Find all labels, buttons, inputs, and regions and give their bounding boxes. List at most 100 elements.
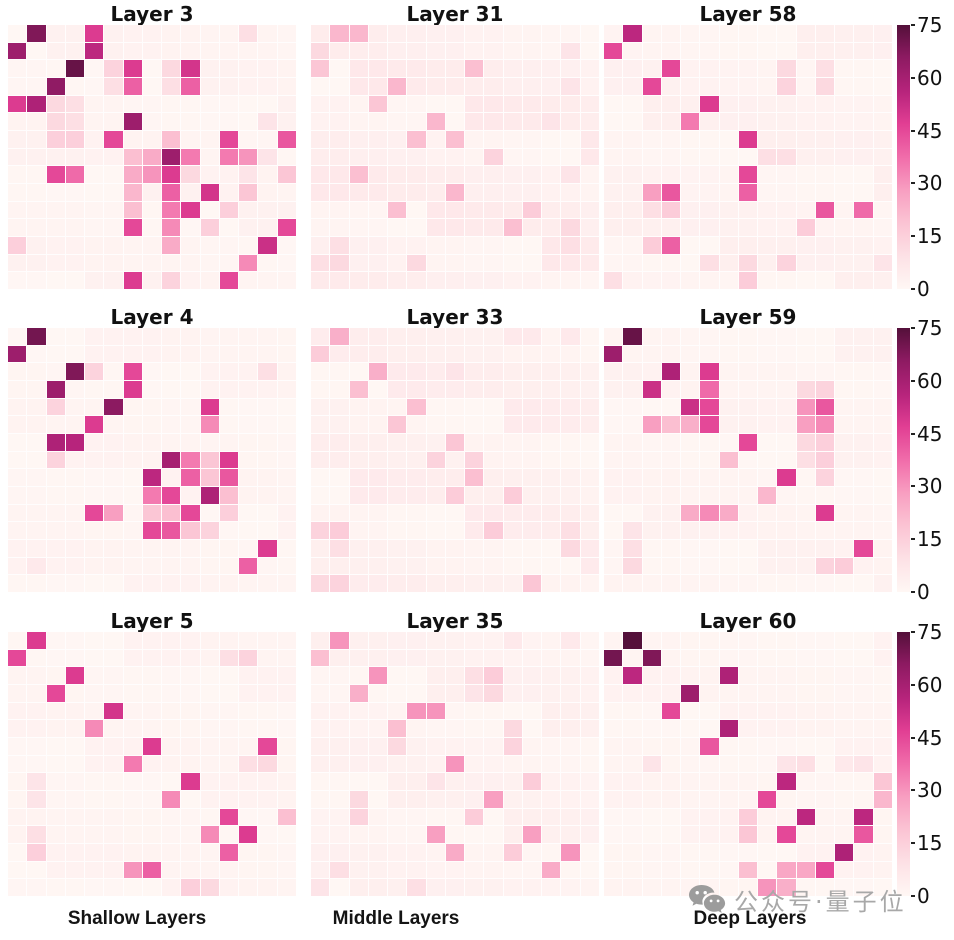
heatmap-cell <box>349 843 368 861</box>
heatmap-cell <box>368 398 388 416</box>
heatmap-cell <box>642 25 661 42</box>
heatmap-cell <box>426 25 445 42</box>
heatmap-cell <box>368 486 388 504</box>
heatmap-cell <box>604 469 623 486</box>
heatmap-cell <box>162 130 181 148</box>
heatmap-cell <box>815 113 835 130</box>
heatmap-cell <box>835 557 854 575</box>
heatmap-cell <box>162 575 181 592</box>
heatmap-cell <box>542 272 561 289</box>
heatmap-cell <box>219 166 239 183</box>
heatmap-cell <box>719 879 738 896</box>
heatmap-cell <box>388 720 407 737</box>
heatmap-cell <box>330 737 349 755</box>
heatmap-cell <box>561 398 580 416</box>
heatmap-cell <box>835 522 854 539</box>
heatmap-cell <box>426 826 445 843</box>
heatmap-cell <box>46 826 65 843</box>
heatmap-cell <box>815 575 835 592</box>
heatmap-cell <box>661 380 681 398</box>
heatmap-cell <box>835 363 854 380</box>
heatmap-cell <box>46 254 65 272</box>
heatmap-cell <box>445 504 465 522</box>
heatmap-cell <box>407 416 426 433</box>
heatmap-cell <box>623 328 642 345</box>
heatmap-cell <box>8 843 27 861</box>
heatmap-cell <box>542 843 561 861</box>
heatmap-cell <box>777 808 796 826</box>
heatmap-cell <box>503 737 522 755</box>
heatmap-cell <box>123 130 142 148</box>
heatmap-cell <box>681 42 700 60</box>
heatmap-cell <box>368 667 388 684</box>
heatmap-cell <box>835 166 854 183</box>
heatmap-cell <box>104 469 123 486</box>
heatmap-cell <box>873 826 892 843</box>
heatmap-cell <box>46 398 65 416</box>
heatmap-cell <box>239 773 258 790</box>
heatmap-cell <box>181 363 200 380</box>
heatmap-cell <box>835 25 854 42</box>
heatmap-cell <box>522 684 542 702</box>
heatmap-cell <box>580 113 599 130</box>
heatmap-cell <box>407 486 426 504</box>
heatmap-cell <box>445 879 465 896</box>
heatmap-cell <box>815 720 835 737</box>
heatmap-cell <box>796 95 815 113</box>
heatmap-cell <box>873 575 892 592</box>
heatmap-cell <box>65 42 85 60</box>
colorbar-tick-label: 15 <box>917 527 943 552</box>
heatmap-cell <box>661 684 681 702</box>
heatmap-cell <box>104 219 123 236</box>
heatmap-cell <box>815 504 835 522</box>
heatmap-cell <box>239 60 258 77</box>
heatmap-cell <box>239 130 258 148</box>
heatmap-cell <box>65 201 85 219</box>
heatmap-cell <box>854 632 873 649</box>
heatmap-cell <box>580 345 599 363</box>
heatmap-cell <box>181 737 200 755</box>
heatmap-cell <box>330 843 349 861</box>
heatmap-cell <box>239 272 258 289</box>
heatmap-cell <box>561 575 580 592</box>
heatmap-cell <box>465 575 484 592</box>
heatmap-cell <box>738 575 758 592</box>
heatmap-cell <box>219 201 239 219</box>
heatmap-cell <box>27 557 46 575</box>
heatmap-cell <box>239 879 258 896</box>
heatmap-cell <box>854 328 873 345</box>
heatmap-cell <box>445 861 465 879</box>
heatmap-cell <box>542 398 561 416</box>
heatmap-cell <box>27 486 46 504</box>
heatmap-cell <box>219 183 239 201</box>
heatmap-cell <box>27 826 46 843</box>
heatmap-cell <box>258 398 277 416</box>
heatmap-cell <box>604 632 623 649</box>
heatmap-cell <box>484 808 503 826</box>
heatmap-cell <box>200 861 219 879</box>
heatmap-cell <box>777 236 796 254</box>
heatmap-cell <box>65 737 85 755</box>
heatmap-cell <box>484 433 503 451</box>
heatmap-cell <box>522 380 542 398</box>
heatmap-cell <box>777 60 796 77</box>
heatmap-cell <box>542 702 561 720</box>
heatmap-cell <box>258 416 277 433</box>
heatmap-cell <box>561 148 580 166</box>
heatmap-cell <box>445 183 465 201</box>
heatmap-cell <box>700 183 719 201</box>
heatmap-cell <box>123 254 142 272</box>
heatmap-cell <box>8 755 27 773</box>
heatmap-cell <box>388 755 407 773</box>
heatmap-cell <box>311 702 330 720</box>
heatmap-cell <box>623 826 642 843</box>
heatmap-cell <box>758 861 777 879</box>
heatmap-cell <box>277 632 296 649</box>
heatmap-cell <box>46 42 65 60</box>
heatmap-cell <box>277 398 296 416</box>
heatmap-cell <box>46 684 65 702</box>
heatmap-cell <box>835 737 854 755</box>
heatmap-cell <box>85 649 104 667</box>
panel-title-layer-5: Layer 5 <box>110 609 194 633</box>
heatmap-cell <box>854 861 873 879</box>
